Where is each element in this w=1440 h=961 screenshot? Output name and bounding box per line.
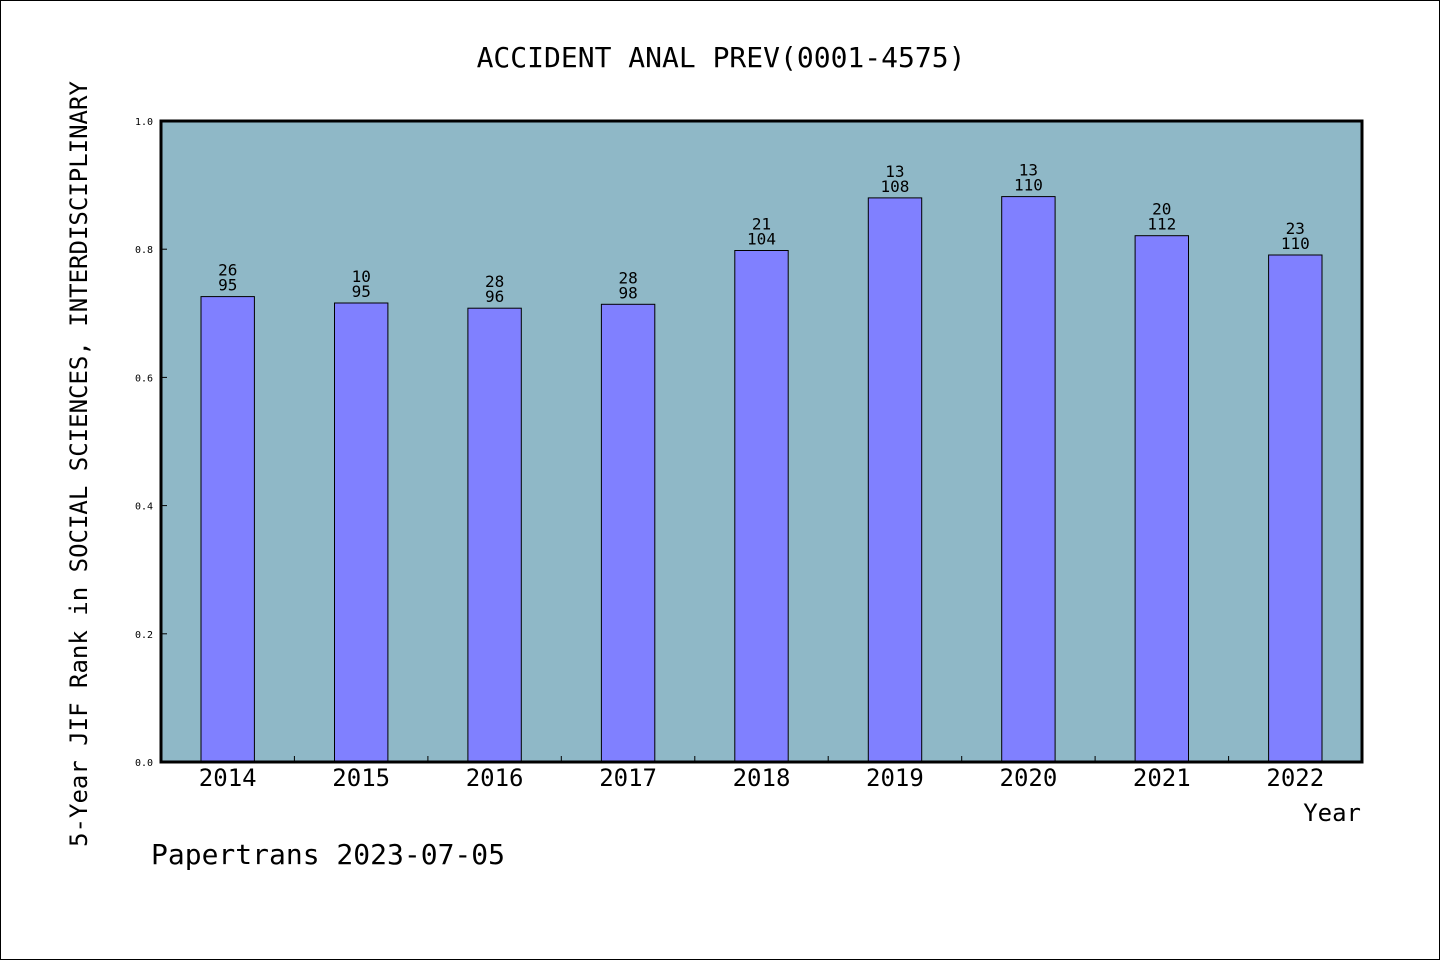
x-axis: 2014 2015 2016 2017 2018 2019 2020 2021 2022 — [199, 756, 1324, 792]
bar-2020 — [1001, 196, 1056, 763]
x-tick-label-2018: 2018 — [733, 764, 791, 792]
y-tick-label-0.4: 0.4 — [135, 502, 153, 513]
data-label-total-2017: 98 — [618, 283, 637, 302]
y-tick-label-0.6: 0.6 — [135, 373, 153, 384]
data-label-total-2018: 104 — [747, 230, 776, 249]
data-label-rank-2017: 28 — [618, 268, 637, 287]
bar-2016 — [467, 307, 522, 763]
x-tick-label-2022: 2022 — [1266, 764, 1324, 792]
footer-credit: Papertrans 2023-07-05 — [151, 838, 505, 871]
data-label-total-2015: 95 — [352, 282, 371, 301]
bar-2018 — [734, 250, 789, 763]
chart-title: ACCIDENT ANAL PREV(0001-4575) — [477, 41, 966, 74]
bar-2022 — [1268, 254, 1323, 763]
bar-2014 — [200, 296, 255, 763]
data-label-total-2014: 95 — [218, 276, 237, 295]
plot-frame — [159, 119, 1364, 764]
data-label-rank-2014: 26 — [218, 261, 237, 280]
x-tick-label-2017: 2017 — [599, 764, 657, 792]
x-tick-label-2016: 2016 — [466, 764, 524, 792]
y-tick-label-0.2: 0.2 — [135, 630, 153, 641]
x-tick-label-2015: 2015 — [332, 764, 390, 792]
data-label-rank-2021: 20 — [1152, 200, 1171, 219]
data-label-total-2022: 110 — [1281, 234, 1310, 253]
x-tick-label-2019: 2019 — [866, 764, 924, 792]
data-label-rank-2020: 13 — [1019, 161, 1038, 180]
x-tick-label-2021: 2021 — [1133, 764, 1191, 792]
bar-2021 — [1134, 235, 1189, 763]
x-tick-label-2020: 2020 — [1000, 764, 1058, 792]
x-tick-label-2014: 2014 — [199, 764, 257, 792]
y-tick-label-0.8: 0.8 — [135, 245, 153, 256]
data-label-total-2021: 112 — [1147, 215, 1176, 234]
data-label-rank-2015: 10 — [352, 267, 371, 286]
bar-2017 — [600, 303, 656, 763]
bar-2019 — [867, 197, 923, 763]
x-axis-label: Year — [1303, 799, 1361, 827]
data-label-rank-2018: 21 — [752, 215, 771, 234]
y-tick-label-0.0: 0.0 — [135, 758, 153, 769]
y-tick-label-1.0: 1.0 — [135, 117, 153, 128]
data-label-total-2016: 96 — [485, 287, 504, 306]
data-label-total-2020: 110 — [1014, 176, 1043, 195]
data-label-rank-2019: 13 — [885, 162, 904, 181]
data-label-rank-2022: 23 — [1286, 219, 1305, 238]
data-label-rank-2016: 28 — [485, 272, 504, 291]
y-axis-label: 5-Year JIF Rank in SOCIAL SCIENCES, INTE… — [65, 81, 93, 847]
bar-2015 — [334, 302, 389, 763]
data-label-total-2019: 108 — [880, 177, 909, 196]
